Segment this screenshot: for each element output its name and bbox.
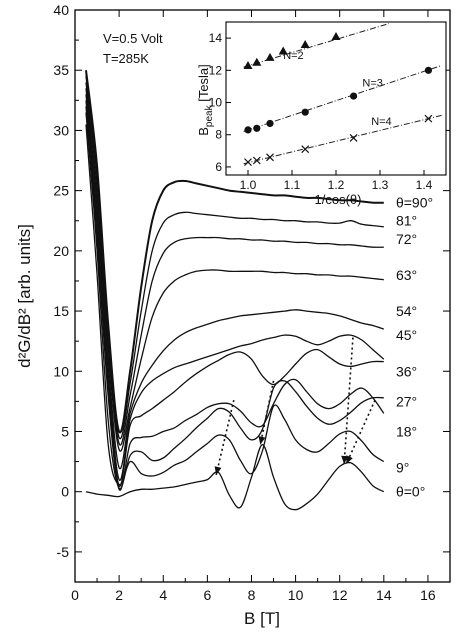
series-line	[85, 106, 385, 491]
inset-x-tick-label: 1.1	[284, 178, 301, 192]
main-y-tick-label: -5	[57, 544, 70, 560]
series-line	[85, 112, 384, 490]
inset-axes: 1.0 1.1 1.2 1.3 1.4 6 8 10 12 14	[209, 31, 433, 192]
inset-marker-triangle	[331, 31, 341, 40]
series-label: 54°	[396, 303, 417, 319]
inset-marker-triangle	[300, 40, 310, 49]
series-line	[85, 70, 384, 434]
series-label: 36°	[396, 363, 417, 379]
inset-marker-circle	[424, 66, 432, 74]
inset-x-tick-label: 1.2	[328, 178, 345, 192]
main-y-tick-label: 35	[53, 62, 69, 78]
series-label: 27°	[396, 393, 417, 409]
inset-series-label: N=4	[371, 116, 392, 128]
inset-marker-triangle	[278, 46, 288, 55]
main-x-tick-label: 12	[332, 587, 348, 603]
inset-series-label: N=2	[283, 50, 304, 62]
inset-marker-circle	[244, 126, 252, 134]
main-x-tick-label: 4	[159, 587, 167, 603]
main-y-tick-label: 30	[53, 122, 69, 138]
series-line	[85, 94, 385, 481]
inset-marker-x	[424, 114, 433, 123]
inset-marker-triangle	[243, 60, 253, 69]
series-line	[85, 82, 384, 452]
inset-marker-x	[252, 156, 261, 165]
annotation-temperature: T=285K	[103, 51, 149, 66]
main-y-axis-label: d²G/dB² [arb. units]	[15, 224, 34, 368]
main-y-tick-label: 5	[61, 423, 69, 439]
inset-marker-circle	[350, 92, 358, 100]
inset-fit-line	[243, 65, 442, 132]
inset-marker-x	[266, 153, 274, 162]
inset-marker-x	[301, 145, 310, 154]
main-y-tick-label: 15	[53, 303, 69, 319]
inset-x-tick-label: 1.3	[372, 178, 389, 192]
main-x-tick-label: 10	[288, 587, 304, 603]
arrow-head	[214, 466, 222, 475]
main-arrows-group	[214, 337, 376, 476]
series-line	[85, 100, 384, 487]
inset-background	[226, 22, 446, 175]
series-label: 45°	[396, 327, 417, 343]
inset-y-tick-label: 14	[209, 31, 223, 45]
main-x-tick-label: 0	[71, 587, 79, 603]
inset-x-tick-label: 1.0	[240, 178, 257, 192]
main-x-tick-label: 6	[203, 587, 211, 603]
series-line	[85, 76, 384, 446]
series-label: 81°	[396, 213, 417, 229]
dotted-arrow	[215, 399, 235, 476]
main-y-tick-label: 10	[53, 363, 69, 379]
inset-marker-circle	[301, 108, 309, 116]
series-label: 72°	[396, 231, 417, 247]
inset-marker-x	[349, 134, 358, 142]
inset-marker-x	[244, 158, 252, 167]
dotted-arrow	[345, 399, 376, 465]
inset-y-tick-label: 12	[209, 63, 223, 77]
main-x-axis-label: B [T]	[244, 609, 280, 628]
inset-chart: 1.0 1.1 1.2 1.3 1.4 6 8 10 12 14 N=2 N=3 N=4 1/cos(…	[196, 21, 447, 207]
main-y-tick-label: 20	[53, 243, 69, 259]
main-x-tick-label: 16	[420, 587, 436, 603]
arrow-head	[258, 436, 266, 445]
main-y-tick-label: 40	[53, 2, 69, 18]
series-line	[85, 444, 385, 511]
main-y-tick-label: 25	[53, 183, 69, 199]
inset-y-label-sub: peak	[204, 104, 215, 127]
dotted-arrow	[343, 337, 354, 465]
inset-y-tick-label: 6	[215, 160, 222, 174]
inset-fit-line	[243, 114, 442, 165]
main-x-tick-label: 2	[115, 587, 123, 603]
inset-y-label-main: B	[196, 127, 211, 136]
arrow-head	[346, 455, 353, 464]
series-label: 9°	[396, 460, 409, 476]
inset-marker-circle	[253, 124, 261, 132]
inset-y-tick-label: 8	[215, 128, 222, 142]
inset-y-axis-label: Bpeak [Tesla]	[196, 64, 215, 136]
inset-series-group: N=2 N=3 N=4	[243, 23, 442, 167]
main-axes: 0 2 4 6 8 10 12 14 16 -5 0 5 10 15 20 25 30 35 40	[53, 2, 450, 603]
series-label: 18°	[396, 423, 417, 439]
dotted-arrow	[259, 380, 275, 445]
annotation-voltage: V=0.5 Volt	[103, 31, 163, 46]
inset-x-tick-label: 1.4	[416, 178, 433, 192]
main-plot-frame	[74, 9, 451, 583]
main-chart: 0 2 4 6 8 10 12 14 16 -5 0 5 10 15 20 25 30 35 40 θ=0° 9° 18…	[15, 2, 451, 628]
main-x-tick-label: 14	[376, 587, 392, 603]
series-label: θ=0°	[396, 484, 425, 500]
series-line	[85, 88, 385, 470]
inset-y-tick-label: 10	[209, 96, 223, 110]
inset-series-label: N=3	[362, 77, 383, 89]
main-x-tick-label: 8	[248, 587, 256, 603]
series-line	[85, 73, 384, 440]
series-label: θ=90°	[396, 195, 433, 211]
inset-marker-circle	[266, 119, 274, 128]
main-series-group: θ=0° 9° 18° 27° 36° 45° 54° 63° 72° 81° θ=90°	[85, 70, 433, 511]
main-y-tick-label: 0	[61, 484, 69, 500]
series-label: 63°	[396, 267, 417, 283]
inset-x-axis-label: 1/cos(θ)	[315, 192, 362, 207]
inset-marker-triangle	[252, 57, 262, 66]
inset-y-label-unit: [Tesla]	[196, 64, 211, 105]
inset-marker-triangle	[265, 52, 275, 61]
